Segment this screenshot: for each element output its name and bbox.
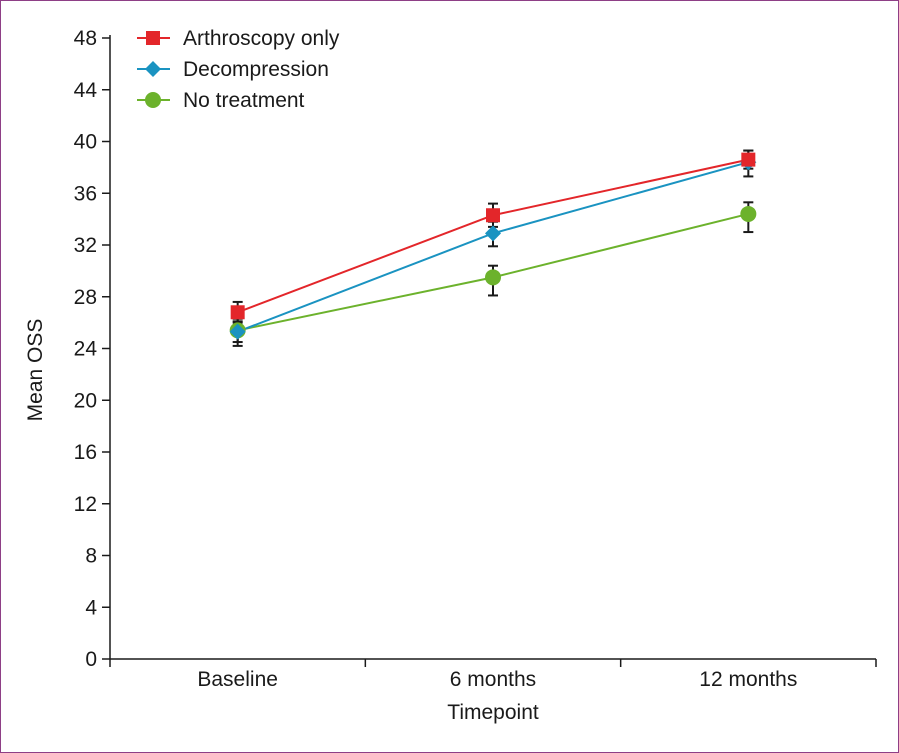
y-tick-label: 4 [85,596,97,619]
x-tick-label: Baseline [197,668,278,691]
error-bars [232,149,754,347]
x-axis-title: Timepoint [447,701,539,724]
data-point [230,305,245,320]
axes [109,35,876,660]
legend: Arthroscopy only Decompression No treatmen… [137,27,340,112]
x-ticks: Baseline 6 months 12 months [109,659,877,691]
data-point [485,225,501,242]
data-point [740,205,757,222]
legend-marker [145,61,161,77]
legend-marker [146,31,160,45]
y-tick-label: 8 [85,545,97,568]
legend-label: Arthroscopy only [183,27,340,50]
y-tick-label: 48 [74,27,97,50]
y-tick-label: 28 [74,286,97,309]
legend-label: Decompression [183,58,329,81]
data-point [229,323,246,340]
legend-label: No treatment [183,89,305,112]
data-point [741,152,756,167]
y-axis-title: Mean OSS [24,319,47,422]
y-tick-label: 0 [85,648,97,671]
y-tick-label: 24 [74,338,98,361]
markers [229,152,757,340]
legend-marker [145,92,161,108]
data-point [485,269,501,286]
y-tick-label: 12 [74,493,97,516]
y-tick-label: 32 [74,234,97,257]
y-tick-label: 36 [74,182,97,205]
x-tick-label: 6 months [450,668,536,691]
y-tick-label: 44 [74,79,98,102]
x-tick-label: 12 months [699,668,797,691]
y-tick-label: 20 [74,389,97,412]
y-tick-label: 40 [74,131,97,154]
y-tick-label: 16 [74,441,97,464]
data-point [486,208,500,223]
